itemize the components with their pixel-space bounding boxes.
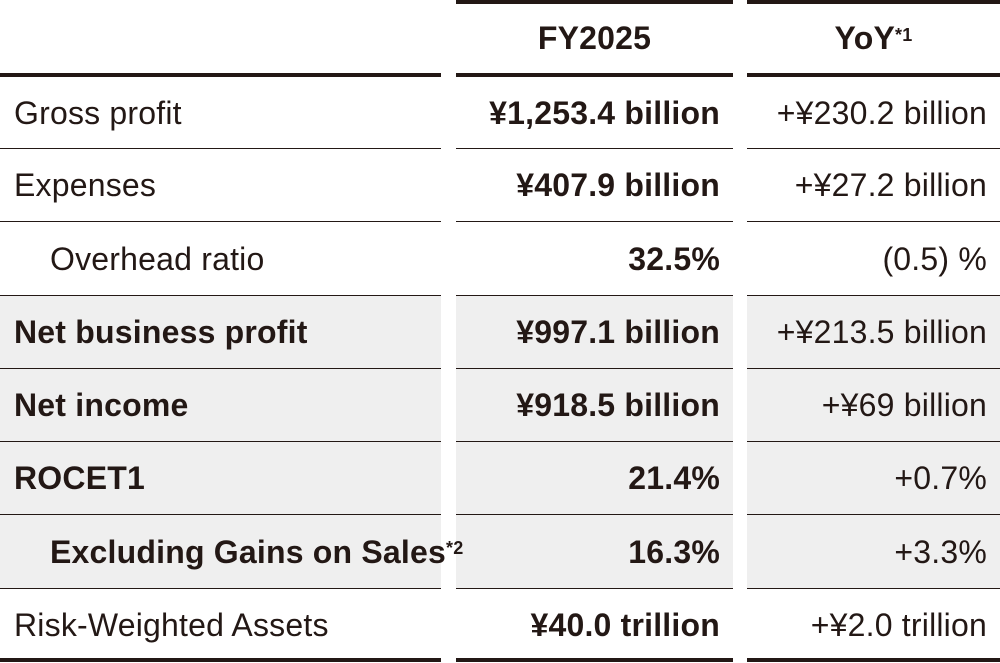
row-yoy-value: +¥230.2 billion — [747, 77, 1000, 149]
row-fy2025-value: ¥407.9 billion — [456, 149, 733, 222]
row-divider — [0, 514, 441, 515]
row-divider — [456, 148, 733, 149]
row-yoy-value: +¥27.2 billion — [747, 149, 1000, 222]
row-shading — [0, 296, 441, 369]
row-divider — [747, 295, 1000, 296]
column-header-fy2025-text: FY2025 — [537, 20, 652, 56]
row-label-text: Expenses — [14, 167, 157, 203]
row-label-text: Risk-Weighted Assets — [14, 607, 329, 643]
row-divider — [456, 221, 733, 222]
row-shading — [456, 296, 733, 369]
row-yoy-value-text: +0.7% — [894, 460, 987, 496]
row-divider — [747, 514, 1000, 515]
row-divider — [0, 148, 441, 149]
row-divider — [747, 588, 1000, 589]
row-shading — [0, 515, 441, 589]
row-yoy-value: +¥213.5 billion — [747, 296, 1000, 369]
row-shading — [747, 442, 1000, 515]
row-label: Overhead ratio — [0, 222, 441, 296]
row-divider — [456, 295, 733, 296]
row-yoy-value-text: +¥213.5 billion — [776, 314, 987, 350]
header-top-rule-yoy — [747, 0, 1000, 4]
row-label-text: Net business profit — [14, 314, 308, 350]
row-yoy-value-text: +¥2.0 trillion — [810, 607, 987, 643]
row-fy2025-value-text: 32.5% — [628, 240, 720, 277]
row-shading — [747, 369, 1000, 442]
row-label-text: Excluding Gains on Sales — [50, 533, 447, 570]
row-shading — [456, 515, 733, 589]
row-yoy-value: (0.5) % — [747, 222, 1000, 296]
table-bottom-rule — [747, 658, 1000, 662]
row-yoy-value-text: +¥230.2 billion — [776, 94, 987, 131]
row-yoy-value: +3.3% — [747, 515, 1000, 589]
row-label-text: ROCET1 — [14, 460, 145, 496]
row-divider — [0, 368, 441, 369]
row-fy2025-value: 16.3% — [456, 515, 733, 589]
row-label: Gross profit — [0, 77, 441, 149]
row-fy2025-value-text: ¥407.9 billion — [516, 167, 720, 203]
row-fy2025-value: ¥918.5 billion — [456, 369, 733, 442]
row-divider — [456, 514, 733, 515]
row-fy2025-value: 32.5% — [456, 222, 733, 296]
row-shading — [456, 442, 733, 515]
column-header-yoy-text: YoY — [834, 20, 896, 56]
row-divider — [0, 441, 441, 442]
row-label: Expenses — [0, 149, 441, 222]
row-yoy-value: +¥69 billion — [747, 369, 1000, 442]
row-fy2025-value-text: ¥997.1 billion — [516, 314, 720, 350]
table-bottom-rule — [456, 658, 733, 662]
row-yoy-value-text: +3.3% — [894, 533, 987, 570]
row-label: Risk-Weighted Assets — [0, 589, 441, 662]
row-label-footnote-marker: *2 — [446, 538, 464, 558]
row-shading — [0, 442, 441, 515]
row-fy2025-value: 21.4% — [456, 442, 733, 515]
row-label: Excluding Gains on Sales *2 — [0, 515, 463, 589]
row-divider — [747, 368, 1000, 369]
row-fy2025-value-text: ¥40.0 trillion — [530, 607, 720, 643]
row-divider — [456, 588, 733, 589]
row-label-text: Overhead ratio — [50, 240, 265, 277]
row-divider — [0, 221, 441, 222]
row-yoy-value: +¥2.0 trillion — [747, 589, 1000, 662]
row-label-text: Gross profit — [14, 94, 182, 131]
row-yoy-value: +0.7% — [747, 442, 1000, 515]
row-yoy-value-text: +¥69 billion — [821, 387, 987, 423]
row-divider — [456, 368, 733, 369]
row-yoy-value-text: +¥27.2 billion — [794, 167, 987, 203]
row-yoy-value-text: (0.5) % — [882, 240, 987, 277]
row-fy2025-value: ¥1,253.4 billion — [456, 77, 733, 149]
row-shading — [747, 296, 1000, 369]
row-divider — [747, 441, 1000, 442]
row-shading — [747, 515, 1000, 589]
row-fy2025-value-text: ¥918.5 billion — [516, 387, 720, 423]
table-bottom-rule — [0, 658, 441, 662]
row-divider — [456, 441, 733, 442]
yoy-footnote-marker: *1 — [895, 24, 913, 45]
row-label: Net business profit — [0, 296, 441, 369]
row-fy2025-value-text: ¥1,253.4 billion — [489, 94, 720, 131]
row-divider — [0, 588, 441, 589]
header-bottom-rule-label — [0, 73, 441, 77]
row-shading — [456, 369, 733, 442]
column-header-fy2025: FY2025 — [456, 4, 733, 73]
column-header-yoy: YoY *1 — [747, 4, 1000, 73]
row-fy2025-value: ¥40.0 trillion — [456, 589, 733, 662]
row-shading — [0, 369, 441, 442]
row-label: ROCET1 — [0, 442, 441, 515]
row-divider — [0, 295, 441, 296]
row-divider — [747, 221, 1000, 222]
row-fy2025-value-text: 16.3% — [628, 533, 720, 570]
header-top-rule-fy2025 — [456, 0, 733, 4]
row-label: Net income — [0, 369, 441, 442]
row-fy2025-value: ¥997.1 billion — [456, 296, 733, 369]
header-bottom-rule-yoy — [747, 73, 1000, 77]
row-label-text: Net income — [14, 387, 189, 423]
header-bottom-rule-fy2025 — [456, 73, 733, 77]
row-fy2025-value-text: 21.4% — [628, 460, 720, 496]
row-divider — [747, 148, 1000, 149]
